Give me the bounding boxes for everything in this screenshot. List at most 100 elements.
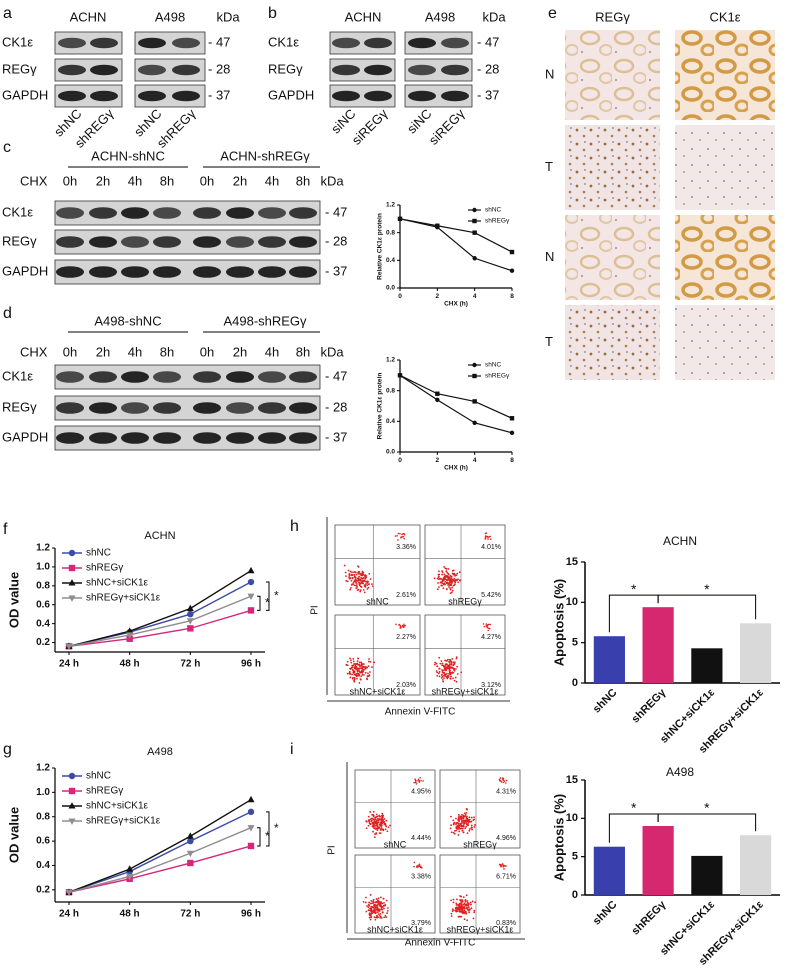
legend-label: shREGγ+siCK1ε <box>86 593 161 604</box>
event-dot <box>443 666 446 668</box>
point <box>187 859 194 867</box>
ihc-image <box>565 305 660 380</box>
quadrant-percent: 3.79% <box>411 920 431 927</box>
event-dot <box>374 918 377 921</box>
blot-band <box>89 207 117 219</box>
event-dot <box>461 819 463 821</box>
event-dot <box>455 656 458 659</box>
blot-band <box>332 64 360 76</box>
legend-label: shNC+siCK1ε <box>86 578 149 589</box>
event-dot <box>381 814 384 817</box>
y-tick-label: 0.8 <box>36 811 50 822</box>
event-dot <box>441 664 443 667</box>
series-line <box>68 595 252 648</box>
kda-marker: - 28 <box>477 61 499 76</box>
blot-band <box>289 402 317 414</box>
event-dot <box>466 815 468 818</box>
event-dot <box>365 677 368 680</box>
event-dot <box>470 903 472 906</box>
event-dot <box>473 909 476 912</box>
event-dot <box>498 778 501 781</box>
event-dot <box>383 818 386 820</box>
unit-label: kDa <box>320 173 344 188</box>
event-dot <box>417 778 420 781</box>
lane-label: 4h <box>265 344 279 359</box>
event-dot <box>420 780 422 782</box>
event-dot <box>386 830 389 833</box>
point <box>126 873 134 881</box>
kda-marker: - 28 <box>325 233 347 248</box>
event-dot <box>442 680 445 683</box>
event-dot <box>376 824 379 827</box>
event-dot <box>370 916 372 919</box>
event-dot <box>490 538 492 540</box>
event-dot <box>356 670 359 673</box>
event-dot <box>459 579 461 581</box>
event-dot <box>349 676 352 679</box>
event-dot <box>449 827 452 830</box>
event-dot <box>373 661 376 664</box>
event-dot <box>505 779 508 782</box>
unit-label: kDa <box>482 9 506 24</box>
row-label: CK1ε <box>2 368 33 383</box>
y-tick-label: 15 <box>566 774 578 786</box>
event-dot <box>465 907 468 910</box>
series-line <box>68 799 252 893</box>
event-dot <box>381 816 384 819</box>
x-axis-label: CHX (h) <box>444 465 468 472</box>
event-dot <box>352 660 355 663</box>
ihc-row: T <box>545 159 553 174</box>
event-dot <box>444 673 447 676</box>
event-dot <box>465 818 468 820</box>
event-dot <box>453 679 456 682</box>
event-dot <box>487 538 489 540</box>
unit-label: kDa <box>216 9 240 24</box>
event-dot <box>457 822 460 825</box>
significance-label: * <box>631 581 637 597</box>
event-dot <box>403 623 405 626</box>
panel-label: d <box>3 305 12 322</box>
event-dot <box>451 586 454 589</box>
event-dot <box>471 828 473 831</box>
event-dot <box>363 580 366 583</box>
legend-label: shREGγ <box>485 373 510 380</box>
event-dot <box>381 911 384 914</box>
event-dot <box>353 678 356 681</box>
blot-band <box>289 371 317 383</box>
lane-label: 2h <box>233 344 247 359</box>
event-dot <box>353 571 355 574</box>
event-dot <box>452 664 455 666</box>
event-dot <box>376 815 379 818</box>
event-dot <box>449 574 452 577</box>
blot-band <box>258 432 286 444</box>
event-dot <box>468 829 471 832</box>
event-dot <box>455 904 458 906</box>
event-dot <box>374 906 377 909</box>
event-dot <box>372 902 375 904</box>
event-dot <box>441 570 443 572</box>
blot-band <box>258 371 286 383</box>
blot-group: ACHN <box>345 9 382 24</box>
event-dot <box>359 589 362 592</box>
event-dot <box>374 903 376 906</box>
event-dot <box>448 658 451 661</box>
x-tick-label: shREGγ <box>630 898 669 937</box>
event-dot <box>437 575 440 578</box>
event-dot <box>355 666 358 669</box>
event-dot <box>450 660 453 663</box>
blot-band <box>441 37 469 49</box>
event-dot <box>380 917 383 919</box>
event-dot <box>345 663 348 666</box>
event-dot <box>413 861 416 864</box>
legend-label: shREGγ <box>86 786 123 797</box>
event-dot <box>447 572 450 575</box>
kda-marker: - 47 <box>325 204 347 219</box>
event-dot <box>401 536 404 538</box>
significance-bracket <box>266 581 270 611</box>
event-dot <box>457 907 459 910</box>
event-dot <box>366 666 369 669</box>
y-tick-label: 1.2 <box>36 543 50 554</box>
event-dot <box>368 901 371 904</box>
event-dot <box>454 676 457 679</box>
event-dot <box>349 657 351 660</box>
